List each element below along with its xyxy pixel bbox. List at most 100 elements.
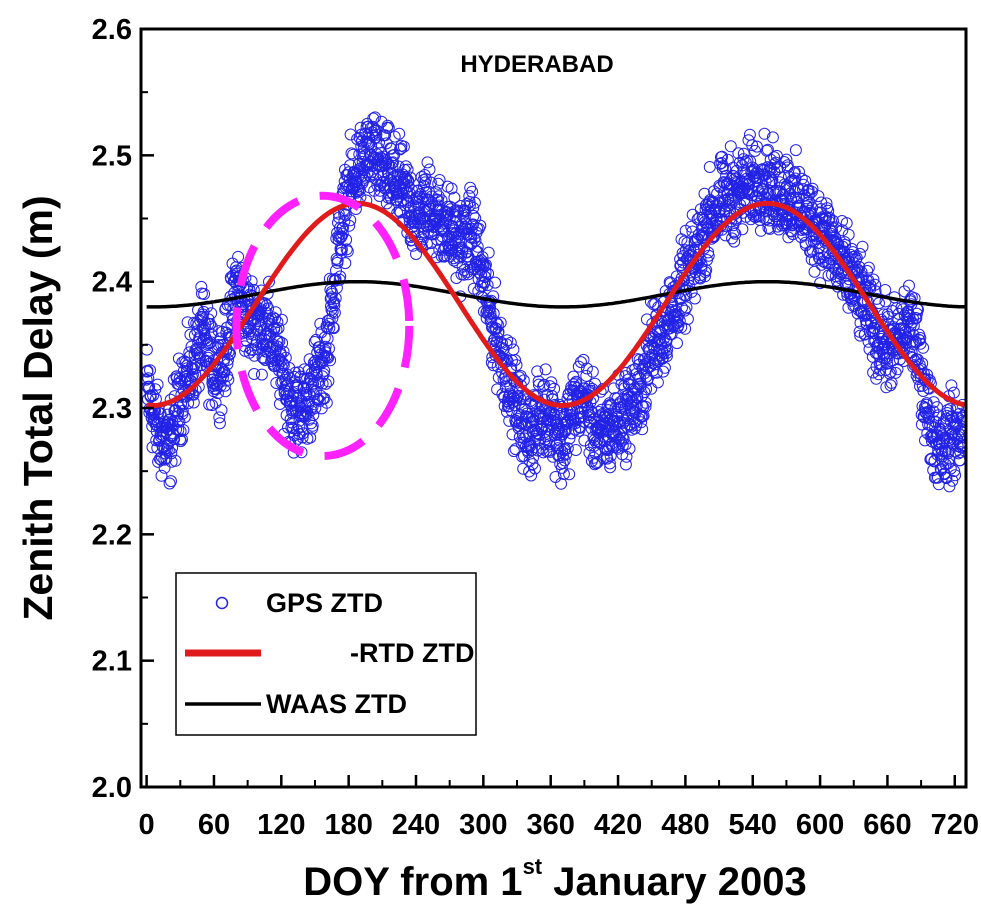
gps-ztd-point [369, 111, 381, 124]
gps-ztd-point [155, 469, 168, 482]
gps-ztd-point [869, 278, 882, 291]
gps-ztd-point [213, 417, 226, 430]
gps-ztd-point [305, 417, 318, 430]
gps-ztd-point [659, 341, 672, 354]
gps-ztd-point [745, 189, 758, 202]
gps-ztd-point [144, 390, 157, 403]
gps-ztd-point [343, 219, 356, 232]
gps-ztd-point [162, 444, 175, 457]
gps-ztd-point [619, 458, 632, 471]
gps-ztd-point [431, 194, 444, 206]
legend-gps-label: GPS ZTD [266, 588, 383, 618]
gps-ztd-point [529, 462, 541, 475]
x-tick-label: 180 [324, 809, 372, 841]
gps-ztd-point [781, 159, 794, 172]
gps-ztd-point [198, 288, 211, 300]
gps-ztd-point [569, 444, 582, 456]
gps-ztd-point [322, 375, 335, 388]
gps-ztd-point [336, 222, 349, 235]
gps-ztd-point [563, 468, 576, 481]
gps-ztd-point [169, 454, 182, 467]
gps-ztd-point [561, 442, 574, 455]
gps-ztd-point [785, 192, 798, 205]
gps-ztd-point [344, 214, 357, 227]
gps-ztd-point [423, 163, 436, 176]
gps-ztd-point [661, 344, 674, 356]
gps-ztd-point [956, 439, 966, 452]
gps-ztd-point [158, 461, 171, 474]
gps-ztd-point [656, 345, 669, 358]
x-tick-label: 360 [526, 809, 574, 841]
gps-ztd-point [867, 366, 880, 379]
gps-ztd-point [336, 227, 349, 240]
gps-ztd-point [956, 411, 966, 424]
gps-ztd-point [272, 322, 285, 335]
gps-ztd-point [304, 431, 317, 444]
gps-ztd-point [548, 409, 561, 421]
gps-ztd-point [316, 370, 329, 383]
gps-ztd-point [831, 238, 844, 251]
gps-ztd-point [205, 320, 218, 333]
gps-ztd-point [727, 226, 740, 239]
gps-ztd-point [603, 457, 616, 470]
gps-ztd-point [943, 480, 956, 493]
gps-ztd-point [545, 376, 558, 389]
gps-ztd-point [410, 248, 422, 260]
gps-ztd-point [147, 389, 160, 402]
gps-ztd-point [525, 469, 538, 482]
gps-ztd-point [795, 172, 808, 185]
gps-ztd-point [636, 423, 649, 436]
gps-ztd-point [163, 477, 176, 490]
gps-ztd-point [892, 307, 905, 320]
gps-ztd-point [756, 163, 769, 176]
gps-ztd-point [202, 313, 215, 326]
y-tick-label: 2.3 [92, 393, 132, 425]
gps-ztd-point [479, 258, 492, 271]
gps-ztd-point [557, 468, 570, 480]
gps-ztd-point [382, 121, 395, 134]
gps-ztd-point [862, 274, 875, 287]
y-tick-label: 2.5 [92, 140, 132, 172]
gps-ztd-point [586, 365, 599, 378]
gps-ztd-point [555, 461, 568, 474]
gps-ztd-point [481, 279, 494, 292]
gps-ztd-point [543, 438, 556, 451]
y-tick-label: 2.6 [92, 14, 132, 46]
gps-ztd-point [917, 341, 930, 354]
gps-ztd-point [420, 237, 433, 250]
x-tick-label: 60 [198, 809, 230, 841]
gps-ztd-point [222, 373, 235, 386]
gps-ztd-point [318, 364, 331, 377]
y-tick-label: 2.1 [92, 646, 132, 678]
gps-ztd-point [276, 337, 289, 349]
gps-ztd-point [255, 368, 268, 381]
gps-ztd-point [945, 379, 958, 392]
gps-ztd-point [719, 229, 732, 242]
gps-ztd-point [323, 342, 335, 355]
gps-ztd-point [616, 431, 629, 444]
gps-ztd-point [680, 301, 693, 314]
gps-ztd-point [842, 228, 855, 241]
gps-ztd-point [379, 129, 392, 142]
x-axis-title: DOY from 1st January 2003 [303, 854, 807, 904]
gps-ztd-point [501, 334, 514, 347]
gps-ztd-point [565, 427, 578, 440]
gps-ztd-point [910, 307, 923, 320]
gps-ztd-point [716, 150, 729, 163]
gps-ztd-point [484, 301, 497, 314]
gps-ztd-point [424, 176, 437, 189]
gps-ztd-point [703, 161, 716, 173]
gps-ztd-point [482, 267, 495, 280]
gps-ztd-point [309, 402, 322, 414]
gps-ztd-point [386, 157, 399, 170]
gps-ztd-point [479, 266, 492, 279]
gps-ztd-point [651, 376, 664, 389]
gps-ztd-point [144, 364, 156, 377]
gps-ztd-point [381, 119, 394, 132]
y-tick-label: 2.4 [92, 267, 132, 299]
gps-ztd-point [205, 307, 218, 320]
gps-ztd-point [367, 112, 380, 125]
gps-ztd-point [399, 182, 412, 195]
gps-ztd-point [328, 306, 341, 319]
gps-ztd-point [729, 227, 742, 240]
